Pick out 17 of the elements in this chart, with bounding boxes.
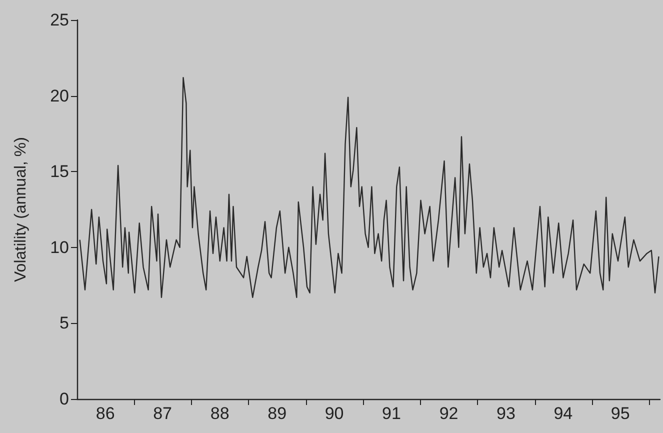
x-tick-label: 88 — [210, 404, 230, 423]
y-tick-label: 25 — [50, 10, 69, 30]
y-tick-label: 10 — [50, 238, 69, 257]
x-tick-label: 94 — [554, 404, 573, 423]
y-tick-label: 20 — [50, 86, 69, 106]
y-tick-label: 0 — [60, 390, 69, 408]
x-tick-label: 92 — [439, 404, 458, 423]
x-tick-label: 91 — [382, 404, 401, 423]
x-tick-label: 95 — [610, 404, 630, 423]
x-tick-label: 87 — [153, 404, 172, 423]
x-tick-label: 90 — [324, 404, 344, 423]
x-tick-label: 89 — [268, 404, 287, 423]
x-tick-label: 86 — [96, 404, 115, 423]
x-tick-label: 93 — [496, 404, 516, 423]
y-axis-title: Volatility (annual, %) — [12, 137, 30, 282]
y-tick-label: 15 — [50, 162, 69, 182]
y-tick-label: 5 — [60, 314, 69, 333]
